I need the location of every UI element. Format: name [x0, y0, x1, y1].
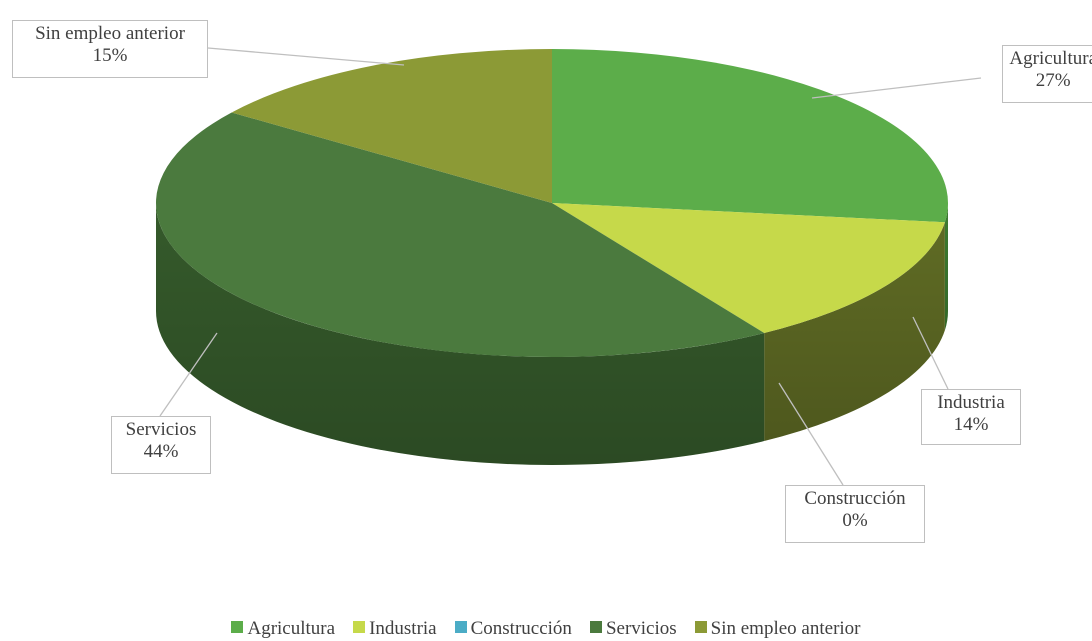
legend-swatch	[231, 621, 244, 633]
data-label-value: 14%	[953, 414, 989, 435]
data-label-category: Industria	[937, 392, 1005, 413]
legend-swatch	[589, 621, 602, 633]
pie-slice-sin-empleo-anterior	[231, 49, 552, 203]
legend-swatch	[353, 621, 366, 633]
legend-label: Agricultura	[247, 618, 336, 639]
legend-swatch	[454, 621, 467, 633]
legend-swatch	[694, 621, 707, 633]
label-leader-lines	[159, 47, 982, 486]
legend-label: Industria	[369, 618, 437, 639]
legend-item-construccion: Construcción	[454, 618, 572, 640]
data-label-value: 0%	[842, 510, 868, 531]
pie-slice-industria	[552, 203, 945, 334]
data-label-category: Construcción	[804, 488, 906, 509]
leader-line-servicios	[159, 332, 218, 417]
legend-item-servicios: Servicios	[589, 618, 677, 640]
data-label-servicios: Servicios 44%	[111, 416, 211, 474]
data-label-sin-empleo-anterior: Sin empleo anterior 15%	[12, 20, 208, 78]
data-label-category: Servicios	[125, 419, 197, 440]
legend-item-agricultura: Agricultura	[231, 618, 335, 640]
legend-item-industria: Industria	[353, 618, 437, 640]
legend-label: Sin empleo anterior	[710, 618, 861, 639]
data-label-industria: Industria 14%	[921, 389, 1021, 445]
pie-side-shade	[944, 203, 948, 331]
pie-slices	[155, 49, 949, 358]
data-label-category: Agricultura	[1009, 48, 1092, 69]
pie-side-shade	[156, 203, 765, 465]
leader-line-agricultura	[811, 77, 982, 99]
data-label-value: 27%	[1035, 70, 1071, 91]
legend: Agricultura Industria Construcción Servicio…	[0, 618, 1092, 640]
legend-label: Servicios	[605, 618, 677, 639]
leader-line-industria	[912, 316, 949, 390]
pie-side-shade	[764, 222, 945, 442]
legend-item-sin-empleo-anterior: Sin empleo anterior	[694, 618, 861, 640]
pie-slice-agricultura	[552, 49, 949, 223]
leader-line-sin-empleo-anterior	[207, 47, 405, 66]
leader-line-construccion	[778, 382, 844, 486]
data-label-value: 44%	[143, 441, 179, 462]
pie-sides	[156, 203, 948, 465]
legend-label: Construcción	[470, 618, 572, 639]
data-label-construccion: Construcción 0%	[785, 485, 925, 543]
data-label-value: 15%	[92, 45, 128, 66]
pie-slice-servicios	[155, 112, 765, 358]
data-label-agricultura: Agricultura 27%	[1002, 45, 1092, 103]
data-label-category: Sin empleo anterior	[35, 23, 185, 44]
